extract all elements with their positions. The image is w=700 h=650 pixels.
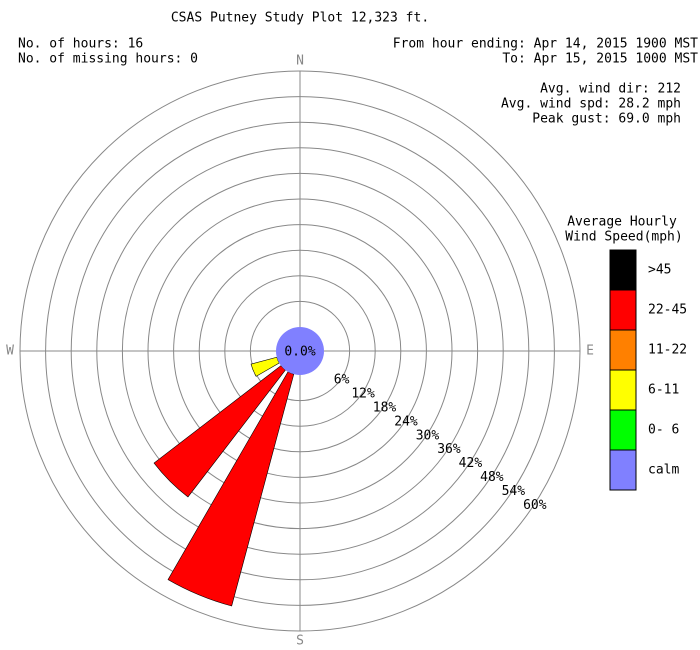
grid-ring [121,172,479,530]
calm-label: 0.0% [284,345,315,360]
stat: Avg. wind dir: 212 [540,82,681,97]
stat: Avg. wind spd: 28.2 mph [501,97,681,112]
grid-ring [173,224,427,478]
grid-ring [70,121,530,581]
grid-ring [96,147,504,555]
ring-label: 60% [523,498,547,513]
legend-swatch [609,289,637,331]
legend-label: 11-22 [648,343,687,358]
stat: Peak gust: 69.0 mph [532,112,681,127]
legend-swatch [609,329,637,371]
chart-title: CSAS Putney Study Plot 12,323 ft. [171,11,429,26]
legend-swatch [609,449,637,491]
ring-label: 36% [437,442,461,457]
ring-label: 42% [459,456,483,471]
legend-label: 22-45 [648,303,687,318]
legend-title: Wind Speed(mph) [565,230,682,245]
legend-label: 0- 6 [648,423,679,438]
direction-label: S [296,634,304,649]
info-right: To: Apr 15, 2015 1000 MST [502,52,698,67]
info-left: No. of missing hours: 0 [18,52,198,67]
ring-label: 6% [334,373,350,388]
ring-label: 54% [502,484,526,499]
grid-ring [147,198,453,504]
ring-label: 48% [480,470,504,485]
grid-ring [198,249,402,453]
legend-title: Average Hourly [567,215,677,230]
legend-label: >45 [648,263,671,278]
ring-label: 24% [394,414,418,429]
info-left: No. of hours: 16 [18,37,143,52]
info-right: From hour ending: Apr 14, 2015 1900 MST [393,37,698,52]
grid-ring [45,96,555,606]
direction-label: N [296,54,304,69]
legend-swatch [609,369,637,411]
direction-label: E [586,344,594,359]
grid-ring [19,70,581,632]
direction-label: W [6,344,14,359]
grid-ring [224,275,376,427]
ring-label: 30% [416,428,440,443]
legend-swatch [609,249,637,291]
ring-label: 12% [351,386,375,401]
legend-label: calm [648,463,679,478]
grid-ring [249,300,351,402]
calm-circle [276,327,324,375]
legend-label: 6-11 [648,383,679,398]
legend-swatch [609,409,637,451]
ring-label: 18% [373,400,397,415]
